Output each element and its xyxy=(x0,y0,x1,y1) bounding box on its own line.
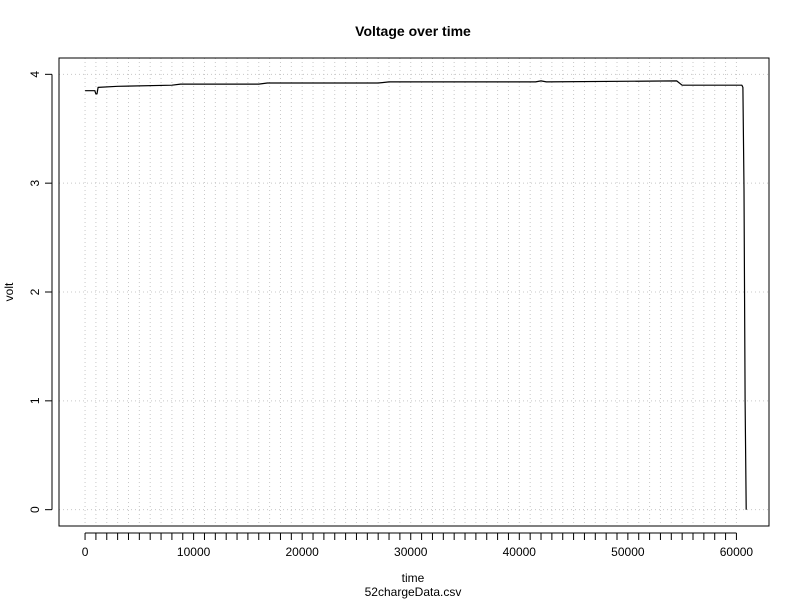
x-tick-label: 40000 xyxy=(503,545,537,559)
series-line-layer xyxy=(85,80,747,510)
chart-title: Voltage over time xyxy=(355,23,471,39)
x-tick-label: 20000 xyxy=(285,545,319,559)
plot-area-frame xyxy=(58,57,770,527)
x-tick-label: 10000 xyxy=(177,545,211,559)
x-tick-label: 0 xyxy=(82,545,89,559)
x-tick-label: 50000 xyxy=(611,545,645,559)
series-line xyxy=(85,80,747,510)
grid xyxy=(59,58,769,526)
x-axis: 0 10000 20000 30000 40000 50000 60000 xyxy=(82,532,754,559)
y-tick-label: 3 xyxy=(28,180,42,187)
y-tick-label: 0 xyxy=(28,506,42,513)
chart-subtitle: 52chargeData.csv xyxy=(365,585,462,599)
y-tick-label: 2 xyxy=(28,288,42,295)
y-axis: 0 1 2 3 4 xyxy=(28,71,53,513)
y-tick-label: 4 xyxy=(28,71,42,78)
y-axis-label: volt xyxy=(2,282,16,301)
x-tick-label: 30000 xyxy=(394,545,428,559)
x-axis-label: time xyxy=(402,571,425,585)
y-tick-label: 1 xyxy=(28,397,42,404)
x-tick-label: 60000 xyxy=(720,545,754,559)
